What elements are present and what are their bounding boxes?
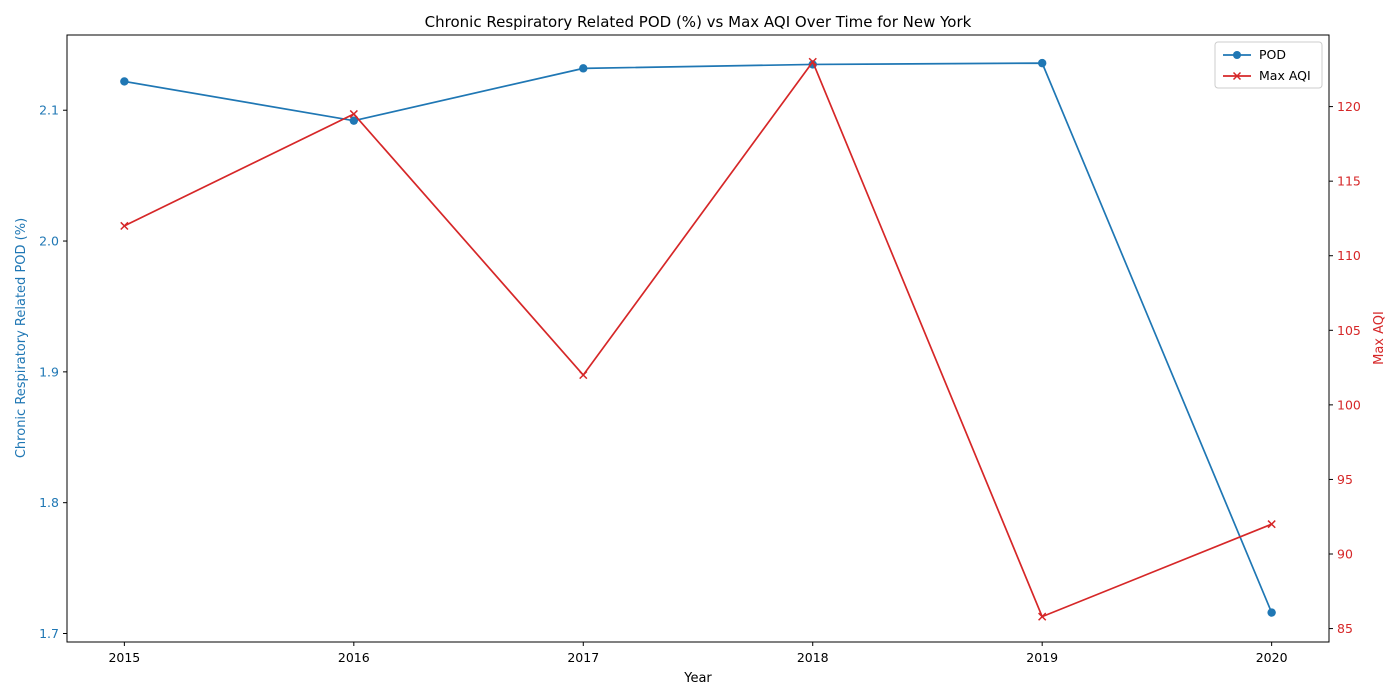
pod-series-line — [124, 62, 1273, 613]
y-right-tick-label: 90 — [1337, 547, 1353, 562]
pod-point — [579, 64, 588, 73]
plot-frame — [66, 34, 1330, 643]
pod-point — [1037, 58, 1047, 68]
chart-title: Chronic Respiratory Related POD (%) vs M… — [425, 13, 972, 31]
axes: 2015 2016 2017 2018 2019 2020 1.7 1.8 1.9 2.0 2.1 8… — [39, 99, 1361, 665]
x-tick-label: 2015 — [108, 650, 140, 665]
y-right-tick-label: 120 — [1337, 99, 1361, 114]
legend: POD Max AQI — [1214, 41, 1323, 89]
y-left-tick-label: 2.1 — [39, 103, 59, 118]
max-aqi-point — [1038, 612, 1047, 621]
legend-pod-label: POD — [1259, 47, 1286, 62]
y-right-tick-label: 115 — [1337, 174, 1361, 189]
max-aqi-series-line — [123, 60, 1272, 618]
y-left-tick-label: 1.8 — [39, 495, 59, 510]
y-right-tick-label: 85 — [1337, 621, 1353, 636]
legend-aqi-label: Max AQI — [1259, 68, 1311, 83]
y-axis-right-label: Max AQI — [1372, 311, 1387, 365]
y-axis-left-label: Chronic Respiratory Related POD (%) — [14, 218, 29, 458]
pod-point — [120, 77, 129, 86]
y-right-tick-label: 95 — [1337, 472, 1353, 487]
y-right-tick-label: 105 — [1337, 323, 1361, 338]
legend-pod-marker — [1233, 51, 1241, 59]
y-right-tick-label: 100 — [1337, 397, 1361, 412]
pod-point — [349, 116, 359, 125]
y-left-tick-label: 2.0 — [39, 234, 59, 249]
max-aqi-point — [1267, 520, 1276, 529]
x-tick-label: 2018 — [797, 650, 829, 665]
max-aqi-point — [579, 370, 588, 380]
max-aqi-point — [349, 109, 358, 119]
x-tick-label: 2017 — [567, 650, 599, 665]
legend-aqi-marker — [1232, 71, 1242, 81]
x-tick-label: 2016 — [338, 650, 370, 665]
max-aqi-point — [808, 57, 817, 66]
pod-point — [1267, 608, 1276, 617]
y-left-tick-label: 1.7 — [39, 626, 59, 641]
y-left-tick-label: 1.9 — [39, 364, 59, 379]
x-axis-label: Year — [683, 671, 712, 686]
max-aqi-point — [120, 221, 129, 231]
x-tick-label: 2019 — [1026, 650, 1058, 665]
y-right-tick-label: 110 — [1337, 248, 1361, 263]
x-tick-label: 2020 — [1256, 650, 1288, 665]
plot-area — [120, 57, 1276, 621]
